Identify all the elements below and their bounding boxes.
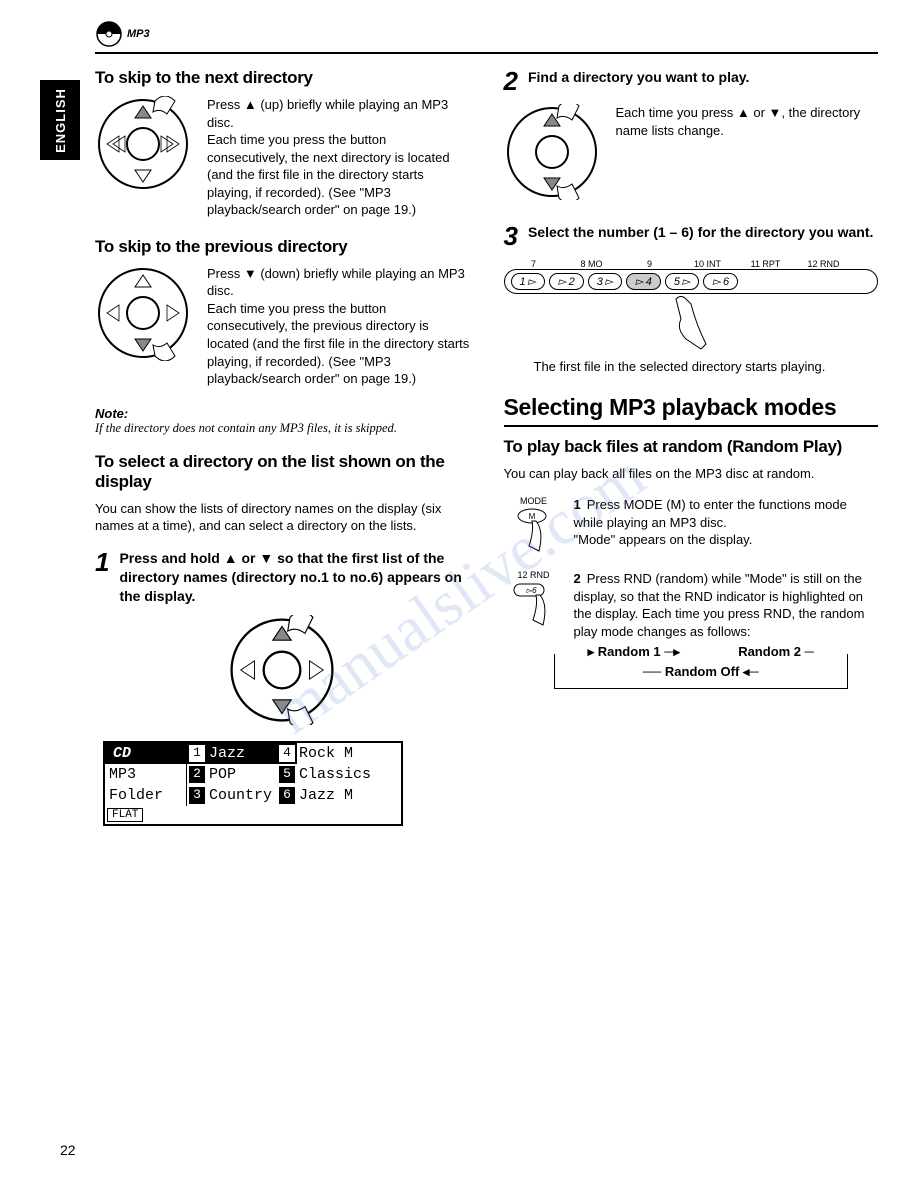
strip-label-12: 12 RND — [798, 259, 850, 269]
display-item-5-num: 5 — [279, 766, 295, 783]
display-item-1-num: 1 — [189, 745, 205, 762]
preset-button-4: ▻4 — [626, 273, 661, 290]
strip-label-7: 7 — [508, 259, 560, 269]
step-2-number: 2 — [504, 68, 518, 94]
step-1-text: Press and hold ▲ or ▼ so that the first … — [119, 549, 469, 606]
heading-skip-prev: To skip to the previous directory — [95, 237, 470, 257]
number-button-strip: 1▻ ▻2 3▻ ▻4 5▻ ▻6 — [504, 269, 879, 294]
display-item-3-text: Country — [207, 785, 277, 806]
finger-press-illustration — [504, 294, 879, 354]
disc-logo-icon — [95, 20, 123, 48]
random-1-label: Random 1 — [598, 644, 661, 659]
preset-button-5: 5▻ — [665, 273, 700, 290]
page-number: 22 — [60, 1142, 76, 1158]
step-1-number: 1 — [95, 549, 109, 575]
language-tab-english: ENGLISH — [40, 80, 80, 160]
mode-label: MODE — [520, 496, 547, 506]
control-wheel-hold-illustration — [95, 615, 470, 725]
display-mp3-label: MP3 — [105, 764, 187, 785]
strip-label-9: 9 — [624, 259, 676, 269]
button-strip-labels: 7 8 MO 9 10 INT 11 RPT 12 RND — [508, 259, 879, 269]
display-item-6-num: 6 — [279, 787, 295, 804]
skip-next-text: Press ▲ (up) briefly while playing an MP… — [207, 96, 470, 219]
display-item-5-text: Classics — [297, 764, 373, 785]
display-item-2-text: POP — [207, 764, 277, 785]
heading-playback-modes: Selecting MP3 playback modes — [504, 394, 879, 427]
mode-step-2-text: 2Press RND (random) while "Mode" is stil… — [574, 570, 879, 640]
select-directory-intro: You can show the lists of directory name… — [95, 500, 470, 535]
heading-select-directory: To select a directory on the list shown … — [95, 452, 470, 492]
display-item-3-num: 3 — [189, 787, 205, 804]
display-item-4-text: Rock M — [297, 743, 401, 764]
mode-step-1-text: 1Press MODE (M) to enter the functions m… — [574, 496, 879, 549]
mp3-header-label: MP3 — [127, 28, 150, 40]
step-3-body: The first file in the selected directory… — [534, 358, 879, 376]
left-column: To skip to the next directory Press ▲ (u… — [95, 68, 470, 826]
preset-button-3: 3▻ — [588, 273, 623, 290]
header-divider — [95, 52, 878, 54]
display-item-6-text: Jazz M — [297, 785, 355, 806]
preset-button-1: 1▻ — [511, 273, 546, 290]
skip-prev-text: Press ▼ (down) briefly while playing an … — [207, 265, 470, 388]
display-cd-label: CD — [105, 743, 187, 764]
strip-label-8: 8 MO — [566, 259, 618, 269]
note-label: Note: — [95, 406, 470, 421]
heading-skip-next: To skip to the next directory — [95, 68, 470, 88]
display-item-4-num: 4 — [279, 745, 295, 762]
random-mode-diagram: ▸ Random 1 ─▸ Random 2 ─ ── Random Off ◂… — [554, 654, 849, 689]
step-3-number: 3 — [504, 223, 518, 249]
rnd-label: 12 RND — [517, 570, 549, 580]
control-wheel-step2-illustration — [504, 104, 604, 203]
right-column: 2 Find a directory you want to play. Eac… — [504, 68, 879, 826]
english-label: ENGLISH — [53, 88, 68, 153]
note-text: If the directory does not contain any MP… — [95, 421, 470, 436]
preset-button-6: ▻6 — [703, 273, 738, 290]
svg-text:M: M — [528, 512, 535, 521]
step-3-text: Select the number (1 – 6) for the direct… — [528, 223, 878, 242]
random-play-intro: You can play back all files on the MP3 d… — [504, 465, 879, 483]
lcd-display: CD 1 Jazz 4 Rock M MP3 2 POP 5 Classics … — [103, 741, 403, 826]
step-2-body: Each time you press ▲ or ▼, the director… — [616, 104, 879, 203]
rnd-button-illustration: 12 RND ▻6 — [504, 570, 564, 630]
preset-button-2: ▻2 — [549, 273, 584, 290]
mode-button-illustration: MODE M — [504, 496, 564, 556]
heading-random-play: To play back files at random (Random Pla… — [504, 437, 879, 457]
display-item-2-num: 2 — [189, 766, 205, 783]
random-2-label: Random 2 — [738, 644, 801, 659]
step-2-text: Find a directory you want to play. — [528, 68, 878, 87]
control-wheel-up-illustration — [95, 96, 195, 219]
control-wheel-down-illustration — [95, 265, 195, 388]
strip-label-11: 11 RPT — [740, 259, 792, 269]
display-item-1-text: Jazz — [207, 743, 277, 764]
svg-text:▻6: ▻6 — [526, 586, 537, 595]
display-flat-label: FLAT — [107, 808, 143, 822]
display-folder-label: Folder — [105, 785, 187, 806]
strip-label-10: 10 INT — [682, 259, 734, 269]
random-off-label: Random Off — [665, 664, 739, 679]
